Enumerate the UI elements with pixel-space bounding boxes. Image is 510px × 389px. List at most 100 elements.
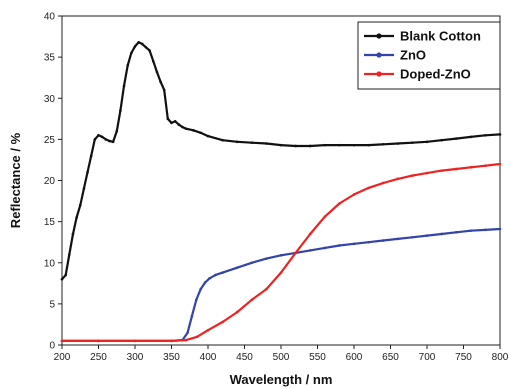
data-point bbox=[308, 232, 312, 236]
legend: Blank Cotton ZnO Doped-ZnO bbox=[357, 21, 501, 90]
data-point bbox=[86, 170, 89, 174]
data-point bbox=[68, 253, 71, 256]
data-point bbox=[93, 138, 97, 141]
data-point bbox=[323, 143, 327, 147]
data-point bbox=[111, 140, 115, 144]
data-point bbox=[265, 287, 268, 291]
data-point bbox=[177, 123, 181, 126]
data-point bbox=[425, 140, 429, 144]
legend-marker bbox=[376, 52, 382, 58]
data-point bbox=[162, 88, 166, 92]
x-tick-label: 800 bbox=[492, 352, 509, 363]
data-point bbox=[221, 320, 224, 324]
y-tick-label: 25 bbox=[44, 135, 56, 146]
data-point bbox=[498, 133, 502, 136]
legend-label: ZnO bbox=[400, 48, 426, 63]
data-point bbox=[338, 143, 341, 147]
data-point bbox=[367, 240, 370, 244]
data-point bbox=[396, 142, 400, 145]
data-point bbox=[265, 142, 268, 145]
data-point bbox=[235, 266, 239, 269]
data-point bbox=[250, 141, 254, 144]
x-tick-label: 700 bbox=[419, 352, 436, 363]
data-point bbox=[97, 133, 100, 137]
x-tick-label: 600 bbox=[346, 352, 363, 363]
data-point bbox=[137, 41, 140, 44]
data-point bbox=[126, 64, 129, 67]
data-point bbox=[206, 134, 210, 138]
data-point bbox=[235, 140, 239, 144]
data-point bbox=[115, 129, 119, 133]
data-point bbox=[294, 251, 297, 255]
x-tick-label: 400 bbox=[200, 352, 217, 363]
data-point bbox=[367, 186, 370, 190]
data-point bbox=[308, 249, 312, 252]
data-point bbox=[367, 143, 370, 147]
data-point bbox=[199, 287, 202, 291]
data-point bbox=[484, 228, 487, 232]
data-point bbox=[184, 127, 188, 130]
x-tick-label: 350 bbox=[163, 352, 180, 363]
data-point bbox=[235, 310, 239, 314]
data-point bbox=[206, 328, 210, 332]
y-tick-label: 35 bbox=[44, 53, 56, 64]
data-point bbox=[97, 339, 100, 343]
data-point bbox=[122, 84, 126, 88]
data-point bbox=[498, 227, 502, 231]
data-point bbox=[498, 162, 502, 166]
data-point bbox=[192, 129, 195, 132]
data-point bbox=[469, 135, 473, 139]
data-point bbox=[78, 203, 82, 207]
x-tick-label: 250 bbox=[90, 352, 107, 363]
data-point bbox=[119, 109, 122, 112]
y-tick-label: 40 bbox=[44, 12, 56, 23]
data-point bbox=[208, 277, 211, 280]
data-point bbox=[108, 139, 111, 143]
data-point bbox=[279, 254, 283, 257]
data-point bbox=[352, 143, 356, 147]
data-point bbox=[484, 133, 487, 137]
legend-marker bbox=[376, 71, 382, 77]
data-point bbox=[484, 164, 487, 167]
data-point bbox=[130, 51, 133, 55]
data-point bbox=[186, 331, 189, 334]
data-point bbox=[64, 273, 67, 277]
data-point bbox=[75, 216, 78, 219]
y-tick-label: 0 bbox=[49, 341, 55, 352]
data-point bbox=[144, 45, 148, 49]
series-line-doped-zno bbox=[62, 162, 501, 342]
data-point bbox=[411, 174, 414, 177]
data-point bbox=[155, 70, 159, 74]
data-point bbox=[338, 202, 341, 205]
data-point bbox=[425, 171, 429, 175]
data-point bbox=[279, 271, 283, 274]
data-point bbox=[195, 335, 199, 339]
y-tick-label: 20 bbox=[44, 176, 56, 187]
data-point bbox=[411, 235, 414, 239]
legend-label: Doped-ZnO bbox=[400, 67, 471, 82]
data-point bbox=[352, 193, 356, 196]
y-tick-label: 15 bbox=[44, 217, 56, 228]
data-point bbox=[469, 229, 473, 232]
data-point bbox=[141, 42, 144, 46]
data-point bbox=[440, 169, 443, 172]
series-layer bbox=[60, 41, 502, 343]
x-tick-label: 300 bbox=[127, 352, 144, 363]
data-point bbox=[381, 181, 385, 185]
data-point bbox=[250, 298, 254, 302]
data-point bbox=[170, 121, 173, 125]
data-point bbox=[396, 177, 400, 181]
data-point bbox=[89, 154, 93, 158]
data-point bbox=[250, 261, 254, 265]
data-point bbox=[323, 246, 327, 250]
data-point bbox=[190, 314, 194, 318]
data-point bbox=[454, 231, 458, 234]
data-point bbox=[195, 298, 198, 302]
data-point bbox=[279, 143, 283, 147]
data-point bbox=[352, 242, 356, 246]
data-point bbox=[82, 187, 86, 191]
data-point bbox=[159, 80, 162, 84]
data-point bbox=[181, 125, 184, 129]
data-point bbox=[100, 135, 104, 139]
